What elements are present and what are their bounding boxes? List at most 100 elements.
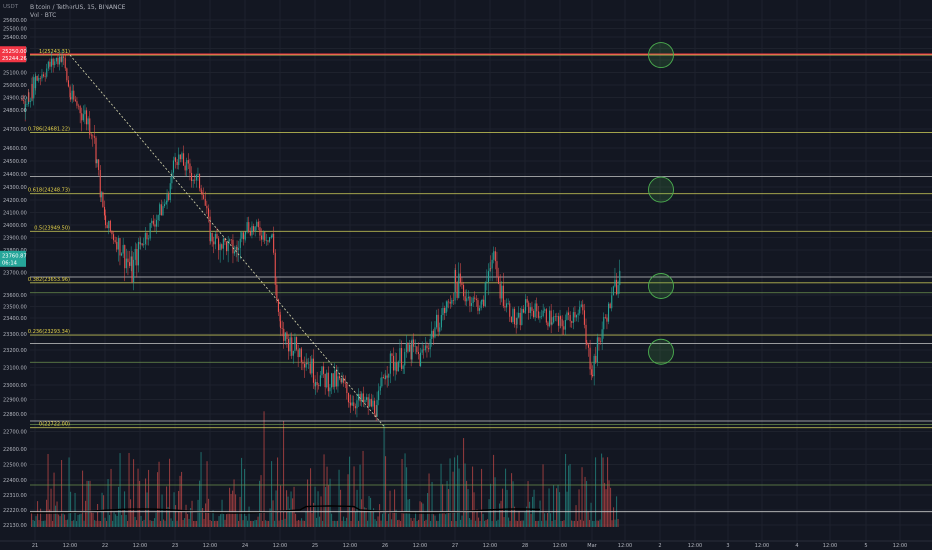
candle-body [308,363,310,365]
y-axis-label: 23600.00 [3,293,27,299]
candle-body [561,319,563,327]
candle-body [276,284,278,300]
volume-bar [452,471,454,527]
candle-body [89,118,91,135]
candle-body [90,134,92,136]
x-axis-label: 27 [452,543,458,549]
candle-body [362,393,364,403]
y-axis-label: 23700.00 [3,271,27,277]
candle-body [370,398,372,407]
candle-body [521,309,523,325]
volume-bar [83,520,85,527]
volume-bar [410,517,412,527]
volume-bar [472,466,474,527]
candle-body [421,349,423,353]
volume-bar [578,489,580,527]
candle-body [332,373,334,387]
volume-bar [332,520,334,527]
y-axis-label: 25100.00 [3,71,27,77]
volume-bar [377,516,379,527]
candle-body [81,113,83,121]
candle-body [168,194,170,201]
candle-body [51,58,53,67]
candle-body [222,238,224,249]
volume-bar [424,520,426,527]
volume-bar [580,519,582,527]
candle-body [487,271,489,282]
volume-bar [400,520,402,527]
candle-body [446,301,448,308]
volume-bar [533,489,535,527]
volume-bar [536,520,538,527]
volume-bar [551,520,553,527]
candle-body [378,390,380,401]
volume-bar [170,518,172,527]
volume-bar [140,515,142,527]
volume-bar [295,513,297,527]
candle-body [149,223,151,239]
volume-bar [346,517,348,527]
volume-bar [544,513,546,527]
candle-body [297,349,299,358]
candle-body [60,56,62,62]
x-axis-label: 12:00 [553,543,567,549]
candle-body [416,346,418,353]
volume-bar [158,461,160,527]
volume-bar [97,503,99,527]
volume-bar [248,506,250,527]
volume-bar [64,514,66,527]
candle-body [350,403,352,406]
candle-body [327,372,329,392]
volume-bar [361,499,363,527]
volume-bar [485,519,487,527]
volume-bar [487,519,489,527]
volume-bar [376,520,378,527]
candle-body [121,253,123,256]
candle-body [216,234,218,239]
volume-bar [371,511,373,527]
volume-bar [82,470,84,527]
volume-bar [215,520,217,527]
volume-bar [167,506,169,527]
volume-bar [154,518,156,527]
volume-bar [403,513,405,527]
candle-body [43,74,45,77]
candle-body [33,77,35,99]
volume-bar [205,503,207,527]
volume-bar [574,520,576,527]
volume-bar [341,520,343,527]
candle-body [351,402,353,406]
candle-body [265,240,267,241]
volume-bar [284,518,286,527]
candle-body [96,159,98,164]
candle-body [102,192,104,207]
volume-bar [599,519,601,527]
volume-bar [109,515,111,527]
volume-bar [505,468,507,527]
candle-body [267,240,269,242]
candle-body [404,351,406,366]
volume-bar [73,520,75,527]
volume-bar [118,486,120,527]
volume-bar [496,520,498,527]
volume-bar [253,521,255,527]
volume-bar [49,509,51,527]
y-axis-label: 24500.00 [3,159,27,165]
x-axis-label: 12:00 [273,543,287,549]
candle-body [144,232,146,245]
volume-bar [217,520,219,527]
volume-title: Vol · BTC [30,12,57,19]
candle-body [52,58,54,66]
volume-bar [553,485,555,527]
candle-body [432,330,434,338]
volume-bar [515,520,517,527]
volume-bar [506,489,508,527]
volume-bar [422,503,424,527]
volume-bar [34,520,36,527]
x-axis-label: Mar [587,543,597,549]
volume-bar [596,520,598,527]
candle-body [165,202,167,205]
volume-bar [299,520,301,527]
candle-body [519,312,521,325]
